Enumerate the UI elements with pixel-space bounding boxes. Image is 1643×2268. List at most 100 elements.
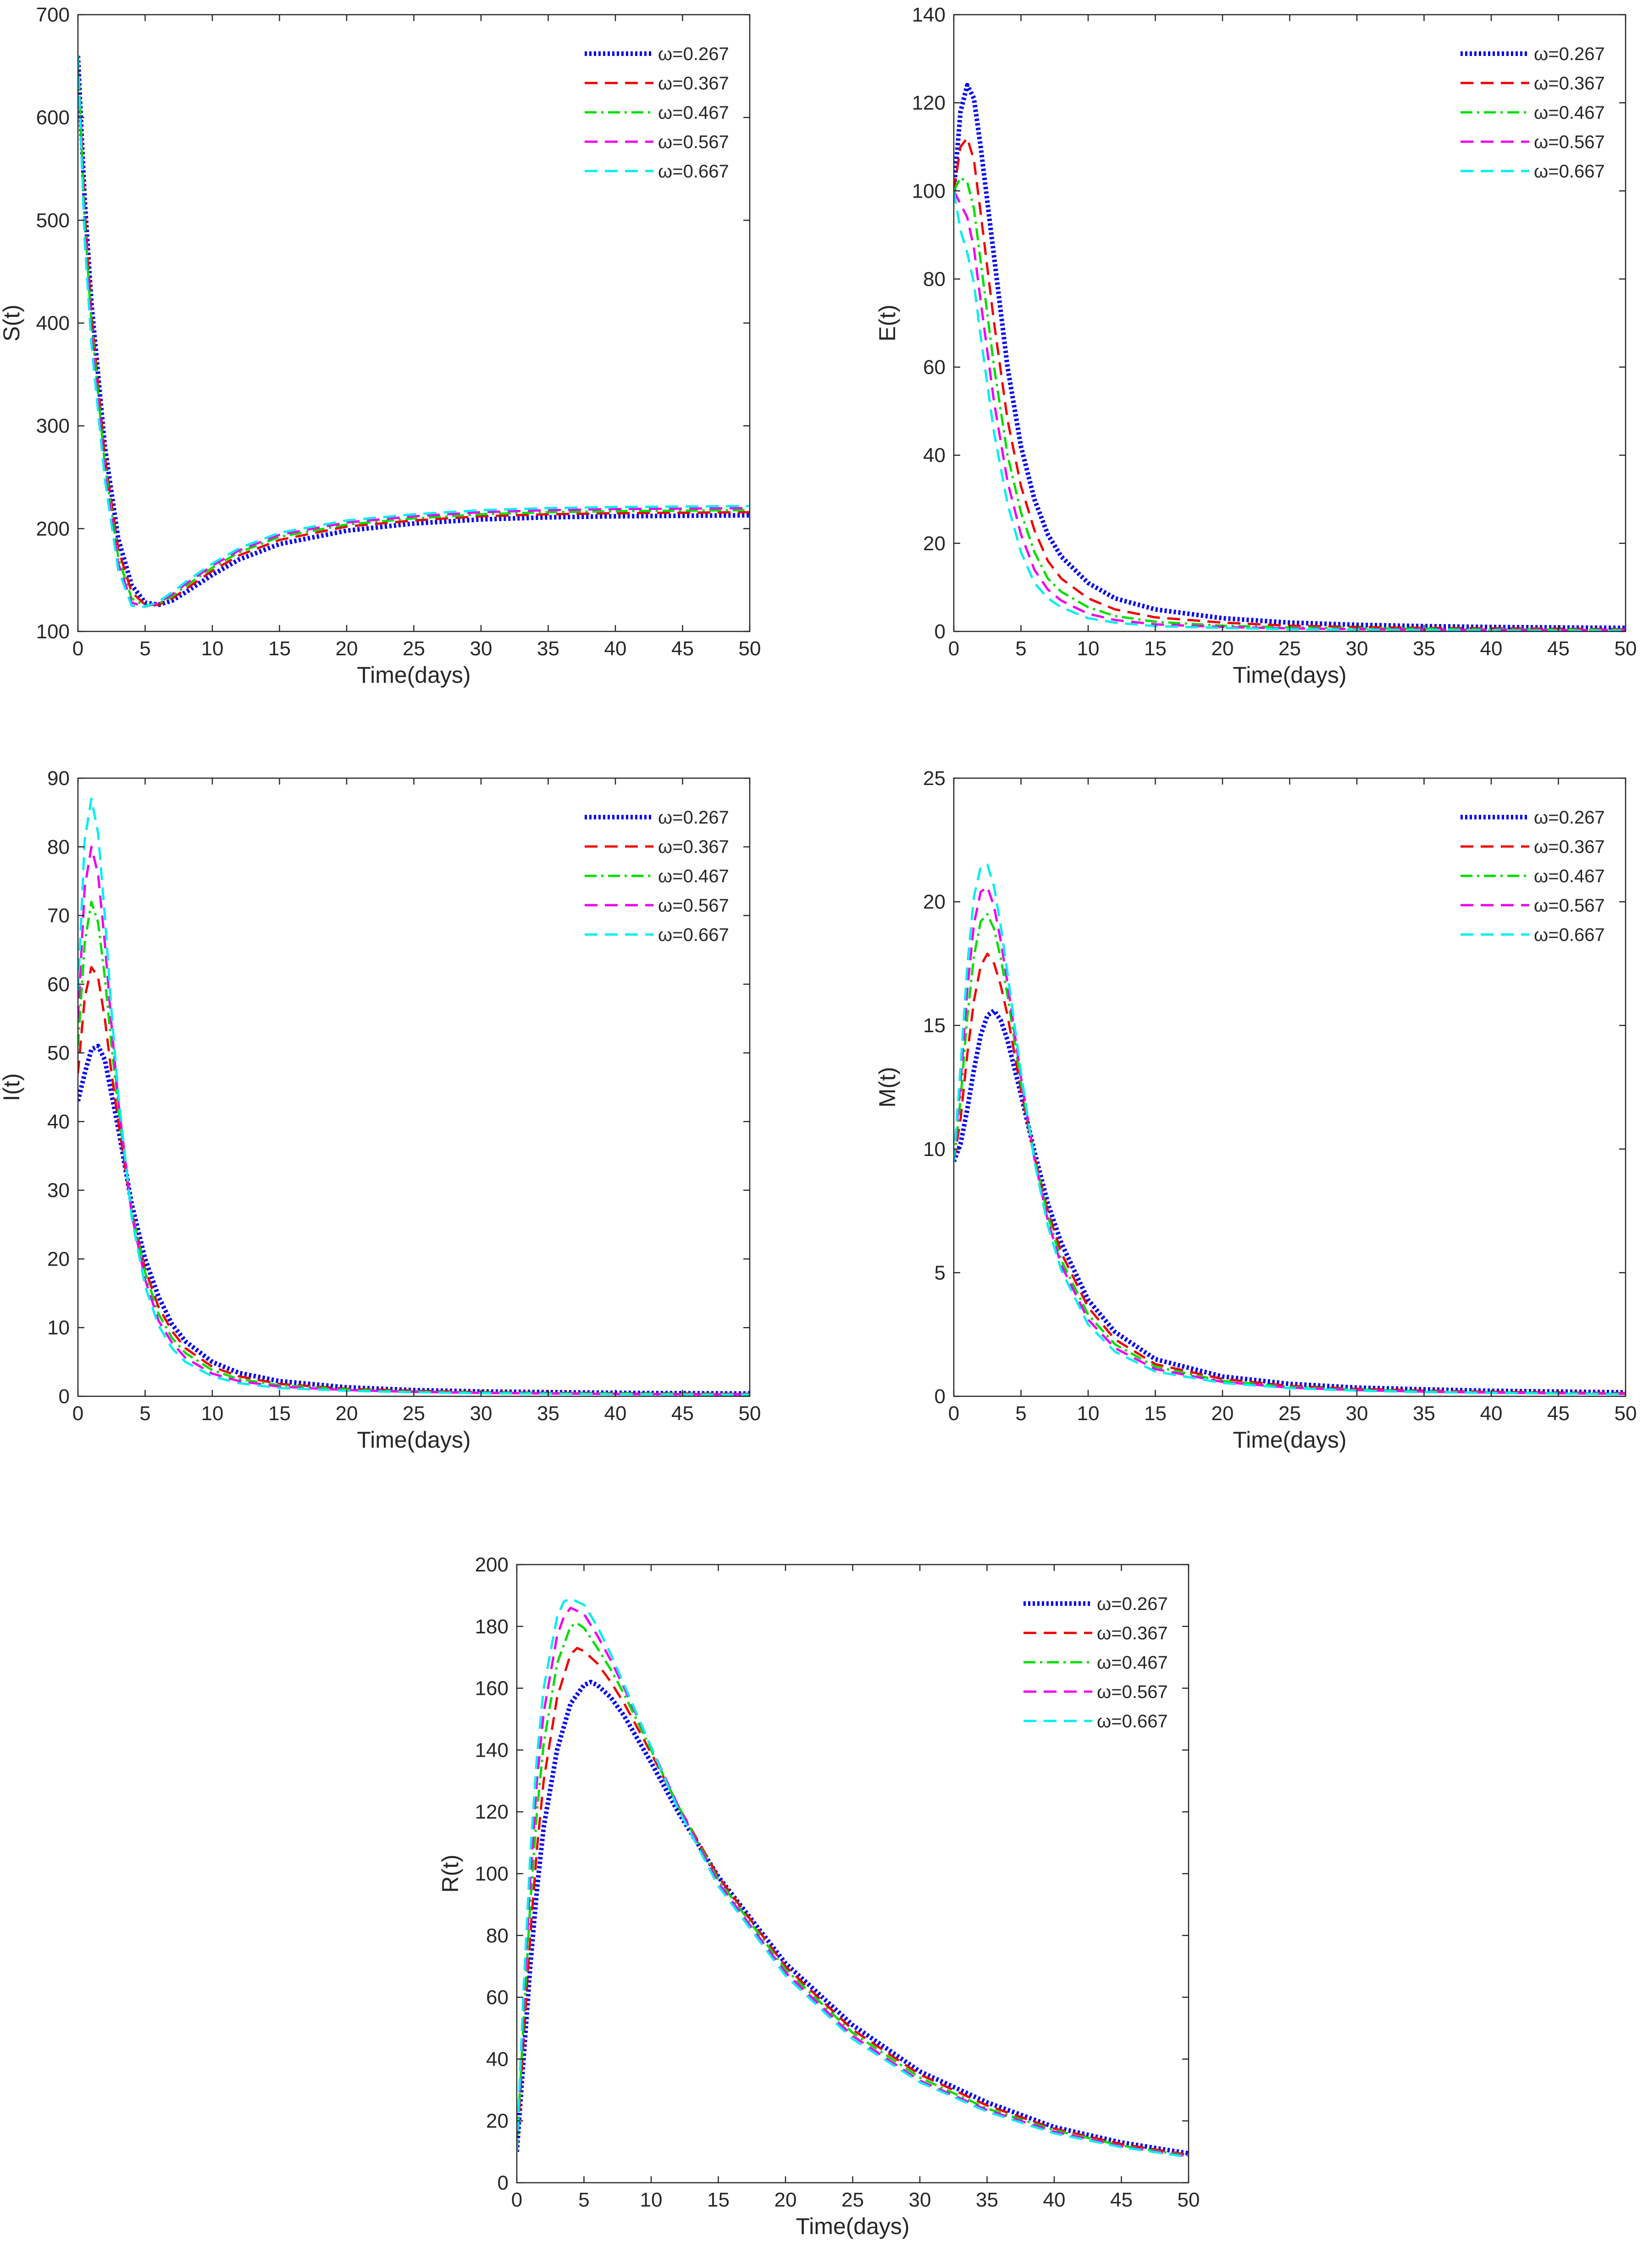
y-axis-label-e: E(t) <box>874 304 900 342</box>
x-tick-label-r: 5 <box>578 2189 589 2211</box>
series-group-e <box>954 83 1626 631</box>
y-axis-label-i: I(t) <box>0 1073 24 1101</box>
y-axis-label-r: R(t) <box>437 1854 463 1892</box>
x-tick-label-r: 20 <box>774 2189 797 2211</box>
x-tick-label-s: 35 <box>537 637 559 660</box>
legend-e: ω=0.267 ω=0.367 ω=0.467 ω=0.567 ω=0.667 <box>1460 44 1605 182</box>
x-tick-label-e: 10 <box>1077 637 1100 660</box>
series-group-s <box>78 55 750 608</box>
x-tick-label-r: 0 <box>511 2189 522 2211</box>
y-tick-label-e: 100 <box>912 180 946 202</box>
x-tick-label-i: 10 <box>201 1402 224 1425</box>
y-tick-label-i: 70 <box>47 905 70 927</box>
series-line-e-1 <box>954 83 1626 631</box>
chart-panel-e: 0 5 10 15 20 25 30 35 40 45 50 0 20 40 60 80 100 120 140 Ti… <box>874 4 1637 688</box>
x-tick-label-i: 35 <box>537 1402 559 1425</box>
x-tick-label-i: 5 <box>139 1402 150 1425</box>
x-tick-label-e: 5 <box>1015 637 1026 660</box>
series-line-m-4 <box>954 885 1626 1395</box>
x-tick-label-m: 25 <box>1278 1402 1301 1425</box>
y-tick-label-s: 700 <box>36 4 70 26</box>
y-tick-label-i: 80 <box>47 836 70 858</box>
y-tick-label-i: 30 <box>47 1179 70 1202</box>
legend-label-e-4: ω=0.567 <box>1534 132 1605 152</box>
x-tick-label-s: 15 <box>268 637 291 660</box>
series-group-r <box>517 1597 1189 2158</box>
x-tick-label-s: 0 <box>72 637 83 660</box>
legend-m: ω=0.267 ω=0.367 ω=0.467 ω=0.567 ω=0.667 <box>1460 808 1605 945</box>
x-tick-label-s: 30 <box>470 637 492 660</box>
legend-label-r-4: ω=0.567 <box>1097 1682 1168 1702</box>
series-line-m-5 <box>954 863 1626 1395</box>
legend-label-e-2: ω=0.367 <box>1534 73 1605 94</box>
x-tick-label-r: 15 <box>707 2189 730 2211</box>
x-tick-label-r: 25 <box>841 2189 864 2211</box>
x-tick-label-s: 5 <box>139 637 150 660</box>
y-tick-label-e: 80 <box>923 268 946 290</box>
chart-panel-m: 0 5 10 15 20 25 30 35 40 45 500510152025Time(days)… <box>874 767 1637 1453</box>
legend-label-r-2: ω=0.367 <box>1097 1623 1168 1643</box>
y-tick-label-s: 200 <box>36 518 70 540</box>
legend-label-s-5: ω=0.667 <box>658 161 729 182</box>
y-tick-label-s: 300 <box>36 415 70 437</box>
x-tick-label-i: 45 <box>671 1402 694 1425</box>
x-tick-label-i: 50 <box>739 1402 761 1425</box>
series-line-i-4 <box>78 846 750 1396</box>
x-axis-label-e: Time(days) <box>1233 662 1346 688</box>
y-tick-label-i: 90 <box>47 767 70 790</box>
series-line-e-3 <box>954 177 1626 631</box>
x-tick-label-s: 40 <box>604 637 627 660</box>
x-tick-label-m: 0 <box>948 1402 959 1425</box>
y-tick-label-e: 140 <box>912 4 946 26</box>
y-tick-label-i: 60 <box>47 973 70 996</box>
x-tick-label-i: 0 <box>72 1402 83 1425</box>
x-tick-label-e: 25 <box>1278 637 1301 660</box>
legend-r: ω=0.267 ω=0.367 ω=0.467 ω=0.567 ω=0.667 <box>1023 1594 1168 1731</box>
legend-label-r-3: ω=0.467 <box>1097 1653 1168 1673</box>
x-tick-label-e: 30 <box>1346 637 1368 660</box>
y-tick-label-r: 80 <box>486 1925 509 1947</box>
legend-label-m-5: ω=0.667 <box>1534 925 1605 945</box>
x-tick-label-r: 50 <box>1178 2189 1200 2211</box>
y-tick-label-i: 40 <box>47 1111 70 1133</box>
legend-label-i-4: ω=0.567 <box>658 896 729 916</box>
series-line-r-5 <box>517 1597 1189 2158</box>
x-tick-label-i: 30 <box>470 1402 492 1425</box>
legend-label-i-1: ω=0.267 <box>658 808 729 828</box>
y-tick-label-r: 0 <box>498 2172 509 2194</box>
legend-label-m-4: ω=0.567 <box>1534 896 1605 916</box>
legend-label-e-3: ω=0.467 <box>1534 103 1605 123</box>
series-line-r-4 <box>517 1606 1189 2158</box>
y-tick-label-s: 100 <box>36 620 70 643</box>
legend-i: ω=0.267 ω=0.367 ω=0.467 ω=0.567 ω=0.667 <box>585 808 729 945</box>
y-tick-label-r: 160 <box>475 1677 509 1700</box>
y-tick-label-i: 20 <box>47 1248 70 1270</box>
x-tick-label-s: 20 <box>336 637 358 660</box>
x-tick-label-e: 45 <box>1547 637 1570 660</box>
x-tick-label-m: 45 <box>1547 1402 1570 1425</box>
series-line-i-5 <box>78 797 750 1396</box>
y-tick-label-r: 200 <box>475 1554 509 1576</box>
x-tick-label-m: 35 <box>1413 1402 1435 1425</box>
x-tick-label-r: 10 <box>640 2189 663 2211</box>
y-tick-label-i: 50 <box>47 1042 70 1064</box>
series-line-m-1 <box>954 1008 1626 1395</box>
y-tick-label-r: 40 <box>486 2048 509 2070</box>
x-tick-label-m: 15 <box>1144 1402 1167 1425</box>
legend-label-m-3: ω=0.467 <box>1534 866 1605 886</box>
x-tick-label-i: 20 <box>336 1402 358 1425</box>
legend-label-s-4: ω=0.567 <box>658 132 729 152</box>
x-tick-label-r: 40 <box>1043 2189 1066 2211</box>
series-line-e-5 <box>954 190 1626 631</box>
legend-label-m-1: ω=0.267 <box>1534 808 1605 828</box>
y-tick-label-s: 600 <box>36 106 70 129</box>
series-line-r-1 <box>517 1680 1189 2156</box>
x-axis-label-m: Time(days) <box>1233 1427 1346 1453</box>
legend-s: ω=0.267 ω=0.367 ω=0.467 ω=0.567 ω=0.667 <box>585 44 729 182</box>
x-tick-label-e: 50 <box>1615 637 1637 660</box>
y-tick-label-m: 20 <box>923 891 946 913</box>
x-tick-label-i: 40 <box>604 1402 627 1425</box>
legend-label-s-1: ω=0.267 <box>658 44 729 64</box>
series-line-i-3 <box>78 901 750 1395</box>
series-line-r-3 <box>517 1622 1189 2157</box>
